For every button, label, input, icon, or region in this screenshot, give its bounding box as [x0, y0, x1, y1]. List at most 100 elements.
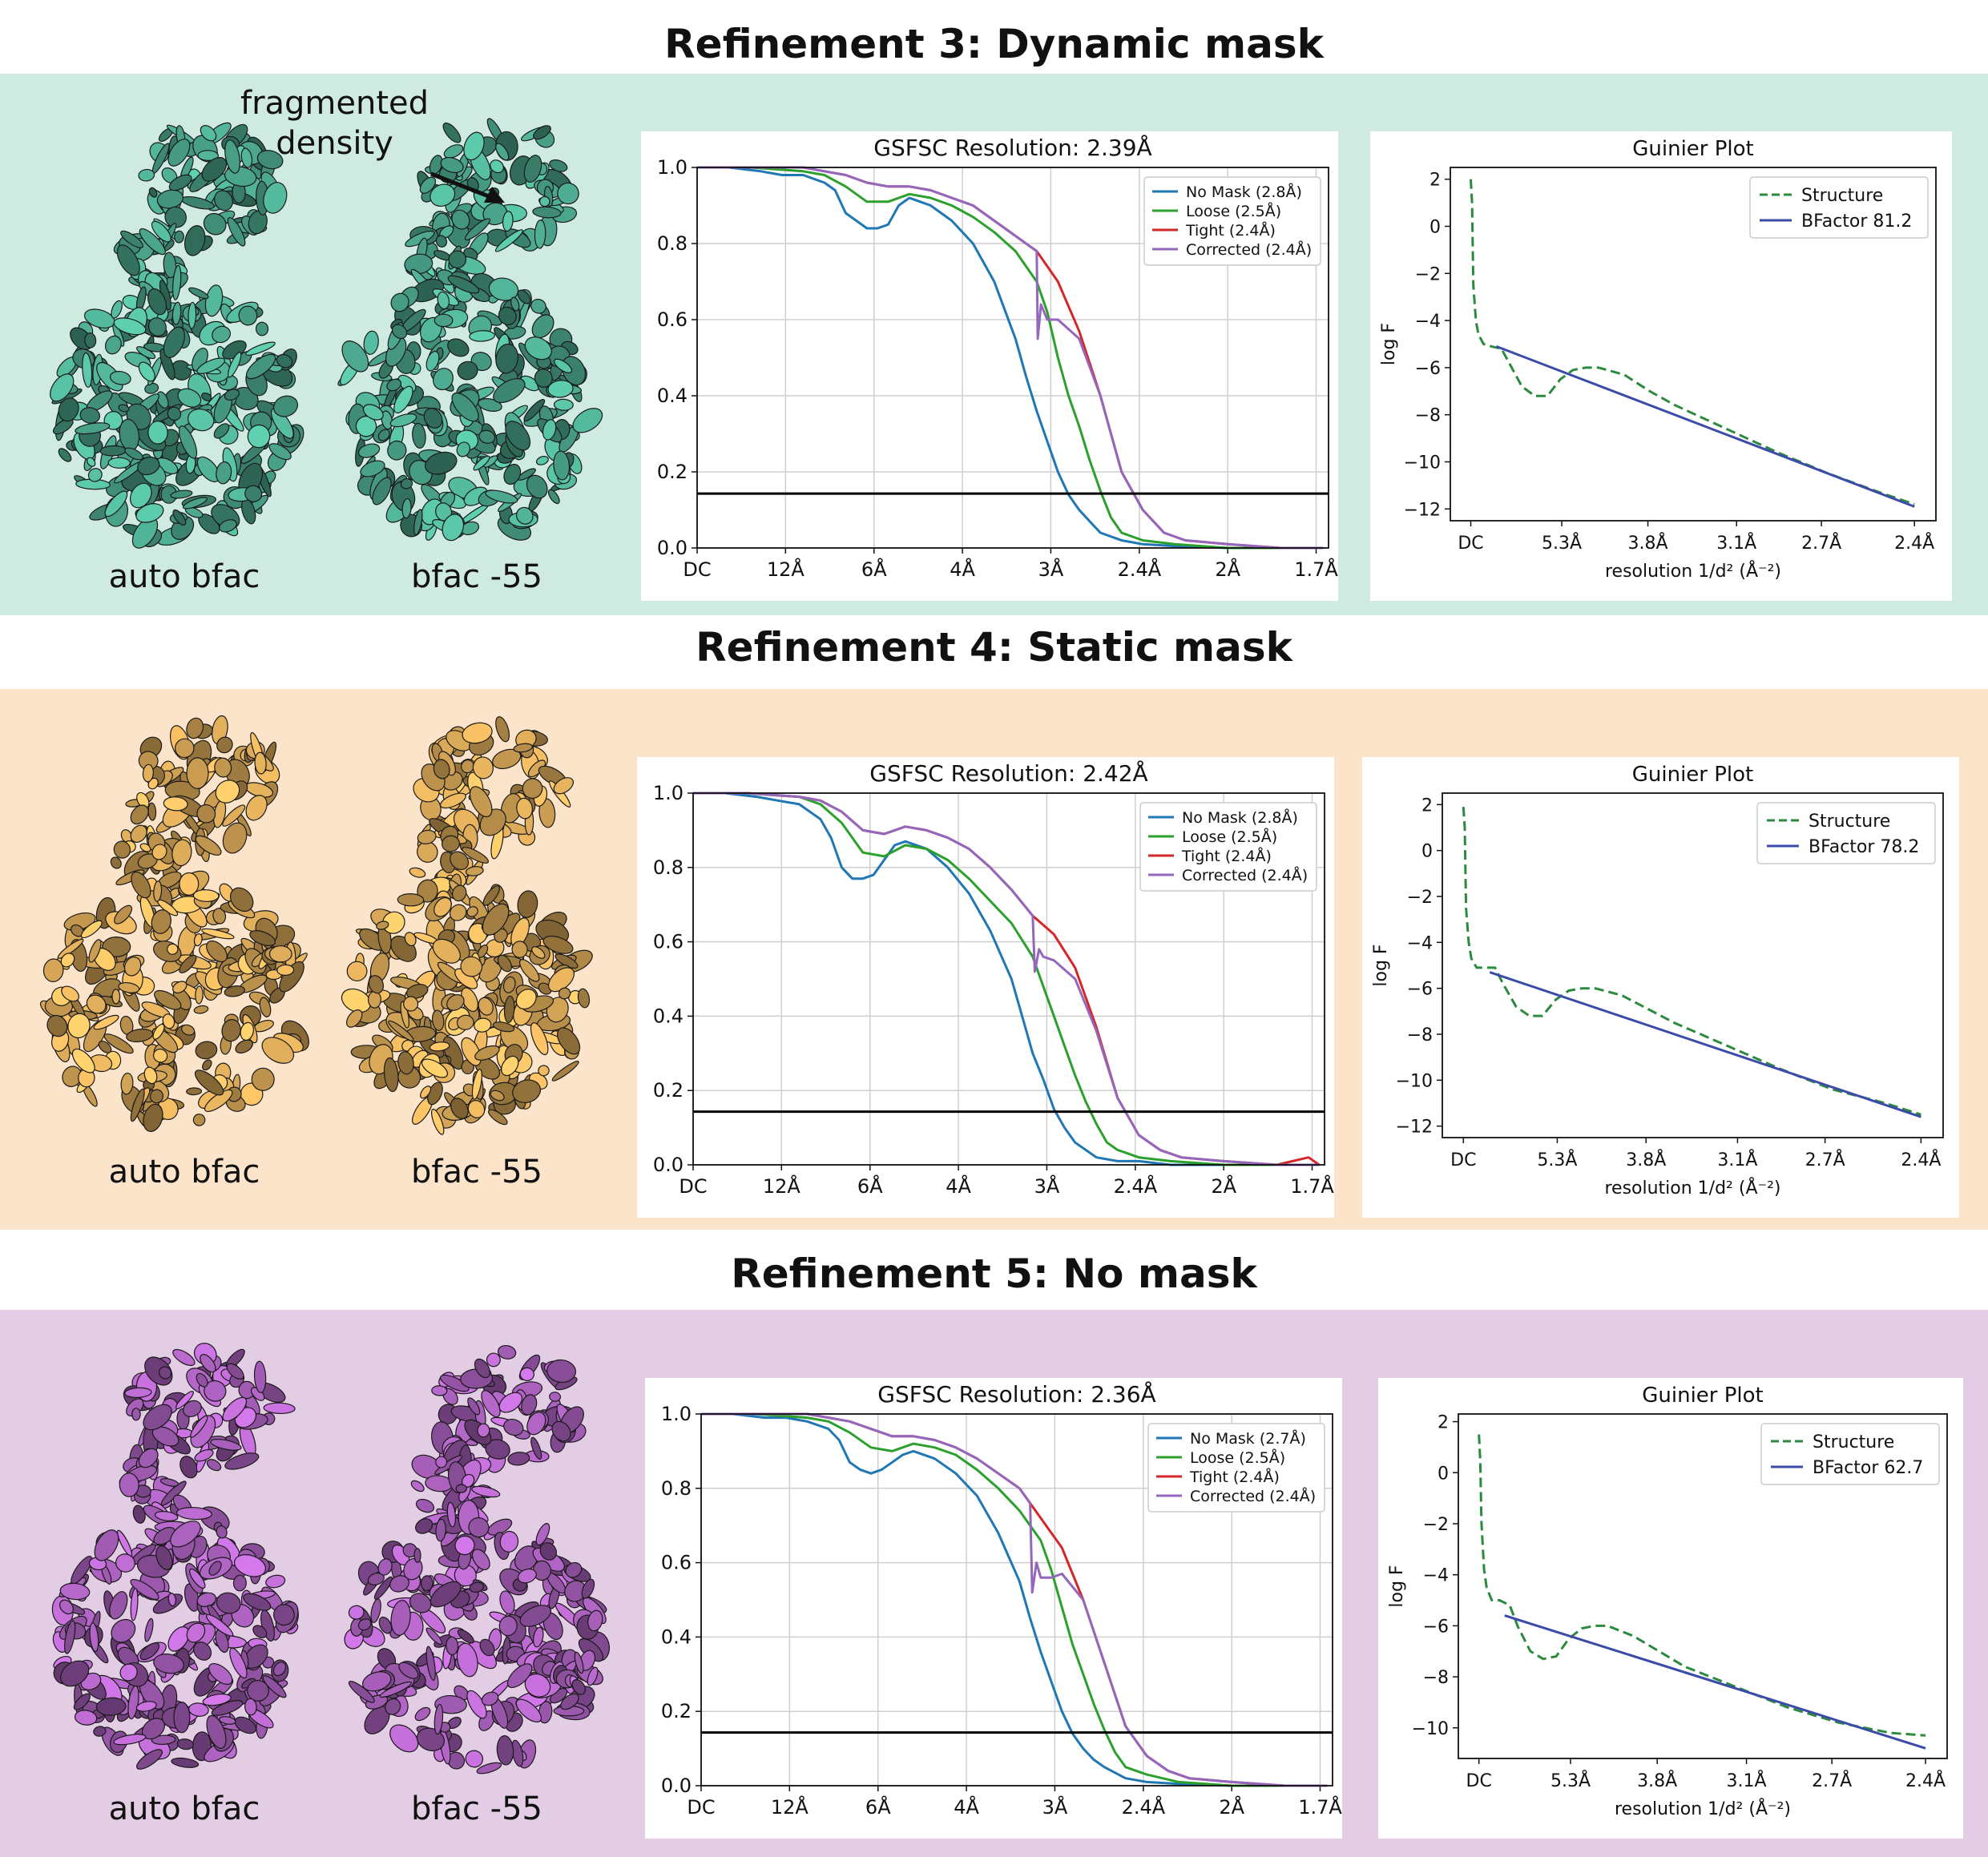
- x-tick-label: DC: [687, 1796, 715, 1819]
- legend-label: Corrected (2.4Å): [1182, 866, 1308, 884]
- y-tick-label: 0.4: [653, 1005, 684, 1027]
- y-tick-label: −6: [1423, 1617, 1449, 1637]
- fsc-series-line: [701, 1412, 1328, 1787]
- y-tick-label: 2: [1421, 796, 1433, 816]
- guinier-panel: Guinier Plot DC 5.3Å 3.8Å 3.1Å 2.7Å 2.4Å 2 0 −2 −4…: [1370, 131, 1952, 601]
- chart-title: GSFSC Resolution: 2.42Å: [869, 759, 1147, 787]
- y-tick-label: 2: [1430, 171, 1441, 191]
- x-tick-label: 3Å: [1042, 1795, 1068, 1819]
- fsc-series-line: [701, 1412, 1328, 1787]
- refinement-5-band: auto bfac bfac -55 GSFSC Resolution: 2.3…: [0, 1310, 1988, 1857]
- refinement-4-title: Refinement 4: Static mask: [696, 624, 1292, 671]
- x-tick-label: 2.4Å: [1894, 532, 1934, 554]
- legend-label: Structure: [1809, 812, 1890, 832]
- y-axis-label: log F: [1379, 323, 1399, 365]
- y-tick-label: 0: [1421, 842, 1433, 862]
- y-tick-label: −10: [1396, 1071, 1433, 1091]
- y-tick-label: 0.0: [657, 537, 688, 559]
- guinier-series-line: [1504, 1614, 1926, 1750]
- legend-label: Loose (2.5Å): [1186, 202, 1281, 220]
- chart-title: GSFSC Resolution: 2.39Å: [873, 134, 1151, 161]
- x-tick-label: 4Å: [946, 1174, 971, 1198]
- density-map-bfac-55: [337, 713, 609, 1158]
- legend-label: Loose (2.5Å): [1182, 828, 1277, 846]
- x-tick-label: 4Å: [950, 558, 975, 581]
- x-tick-label: 12Å: [763, 1174, 801, 1198]
- fsc-series-line: [693, 792, 1320, 1166]
- refinement-3-title: Refinement 3: Dynamic mask: [664, 21, 1324, 67]
- plot-frame: [1442, 792, 1944, 1138]
- y-tick-label: −2: [1407, 888, 1433, 908]
- gsfsc-panel: GSFSC Resolution: 2.36Å DC 12Å 6Å 4Å 3Å 2.4Å 2Å…: [645, 1378, 1342, 1839]
- y-tick-label: −12: [1404, 500, 1441, 520]
- x-tick-label: 2.4Å: [1905, 1770, 1946, 1791]
- guinier-series-line: [1489, 971, 1921, 1118]
- y-tick-label: 0.8: [653, 856, 684, 879]
- y-tick-label: 0.4: [661, 1625, 692, 1648]
- y-tick-label: 0.2: [657, 461, 688, 483]
- chart-title: Guinier Plot: [1632, 137, 1754, 161]
- x-tick-label: 3.1Å: [1716, 532, 1756, 554]
- gsfsc-panel: GSFSC Resolution: 2.39Å DC 12Å 6Å 4Å 3Å 2.4Å 2Å…: [641, 131, 1338, 601]
- x-tick-label: 4Å: [954, 1795, 979, 1819]
- x-axis-label: resolution 1/d² (Å⁻²): [1605, 560, 1781, 582]
- x-tick-label: 3Å: [1038, 558, 1064, 581]
- x-tick-label: DC: [1458, 534, 1483, 554]
- y-tick-label: 0.2: [661, 1700, 692, 1722]
- density-map-auto-bfac: [32, 713, 329, 1158]
- y-tick-label: −4: [1423, 1566, 1449, 1586]
- x-tick-label: 2.4Å: [1122, 1795, 1166, 1819]
- refinement-5-title: Refinement 5: No mask: [731, 1251, 1257, 1297]
- x-tick-label: DC: [1450, 1150, 1476, 1170]
- plot-frame: [696, 167, 1329, 549]
- y-tick-label: 0.4: [657, 385, 688, 407]
- legend-box: [1756, 802, 1936, 864]
- density-map-bfac-55: [337, 1334, 625, 1803]
- x-tick-label: 2.7Å: [1812, 1770, 1852, 1791]
- y-tick-label: 1.0: [657, 156, 688, 179]
- plot-frame: [692, 792, 1325, 1166]
- y-tick-label: 0: [1438, 1464, 1449, 1484]
- legend-label: Structure: [1801, 186, 1883, 206]
- annotation-line-1: fragmented: [240, 85, 429, 122]
- x-tick-label: 3.8Å: [1628, 532, 1668, 554]
- refinement-4-band: auto bfac bfac -55 GSFSC Resolution: 2.4…: [0, 689, 1988, 1230]
- caption-bfac-55: bfac -55: [410, 1154, 543, 1190]
- density-map-bfac-55: [325, 106, 621, 574]
- caption-bfac-55: bfac -55: [410, 558, 543, 595]
- legend-label: Tight (2.4Å): [1185, 221, 1276, 240]
- x-tick-label: 5.3Å: [1550, 1770, 1591, 1791]
- y-tick-label: −12: [1396, 1118, 1433, 1138]
- x-tick-label: 3.8Å: [1637, 1770, 1677, 1791]
- x-tick-label: 5.3Å: [1542, 532, 1582, 554]
- x-tick-label: DC: [1466, 1771, 1492, 1791]
- gsfsc-panel: GSFSC Resolution: 2.42Å DC 12Å 6Å 4Å 3Å 2.4Å 2Å…: [637, 757, 1334, 1218]
- x-tick-label: 12Å: [767, 558, 805, 581]
- guinier-series-line: [1470, 179, 1915, 506]
- annotation-line-2: density: [276, 125, 393, 162]
- y-tick-label: 0.6: [661, 1552, 692, 1574]
- y-tick-label: 0.2: [653, 1079, 684, 1102]
- y-axis-label: log F: [1387, 1565, 1407, 1607]
- density-map-auto-bfac: [44, 106, 325, 574]
- caption-bfac-55: bfac -55: [410, 1791, 543, 1827]
- y-tick-label: 1.0: [653, 782, 684, 804]
- y-tick-label: −6: [1415, 359, 1441, 379]
- x-tick-label: 6Å: [865, 1795, 891, 1819]
- y-tick-label: −8: [1407, 1025, 1433, 1045]
- legend-label: Tight (2.4Å): [1181, 847, 1272, 865]
- plot-frame: [1458, 1413, 1948, 1759]
- legend-box: [1143, 176, 1321, 266]
- x-tick-label: 2.4Å: [1901, 1149, 1941, 1170]
- guinier-panel: Guinier Plot DC 5.3Å 3.8Å 3.1Å 2.7Å 2.4Å 2 0 −2 −4…: [1362, 757, 1959, 1218]
- chart-title: Guinier Plot: [1632, 763, 1754, 787]
- x-tick-label: 3.8Å: [1626, 1149, 1666, 1170]
- x-tick-label: DC: [679, 1175, 707, 1198]
- guinier-series-line: [1495, 344, 1915, 508]
- x-tick-label: 5.3Å: [1537, 1149, 1577, 1170]
- guinier-series-line: [1462, 807, 1921, 1116]
- plot-frame: [1450, 167, 1937, 522]
- x-tick-label: 2.7Å: [1805, 1149, 1845, 1170]
- y-tick-label: −8: [1423, 1668, 1449, 1688]
- fsc-series-line: [693, 792, 1320, 1166]
